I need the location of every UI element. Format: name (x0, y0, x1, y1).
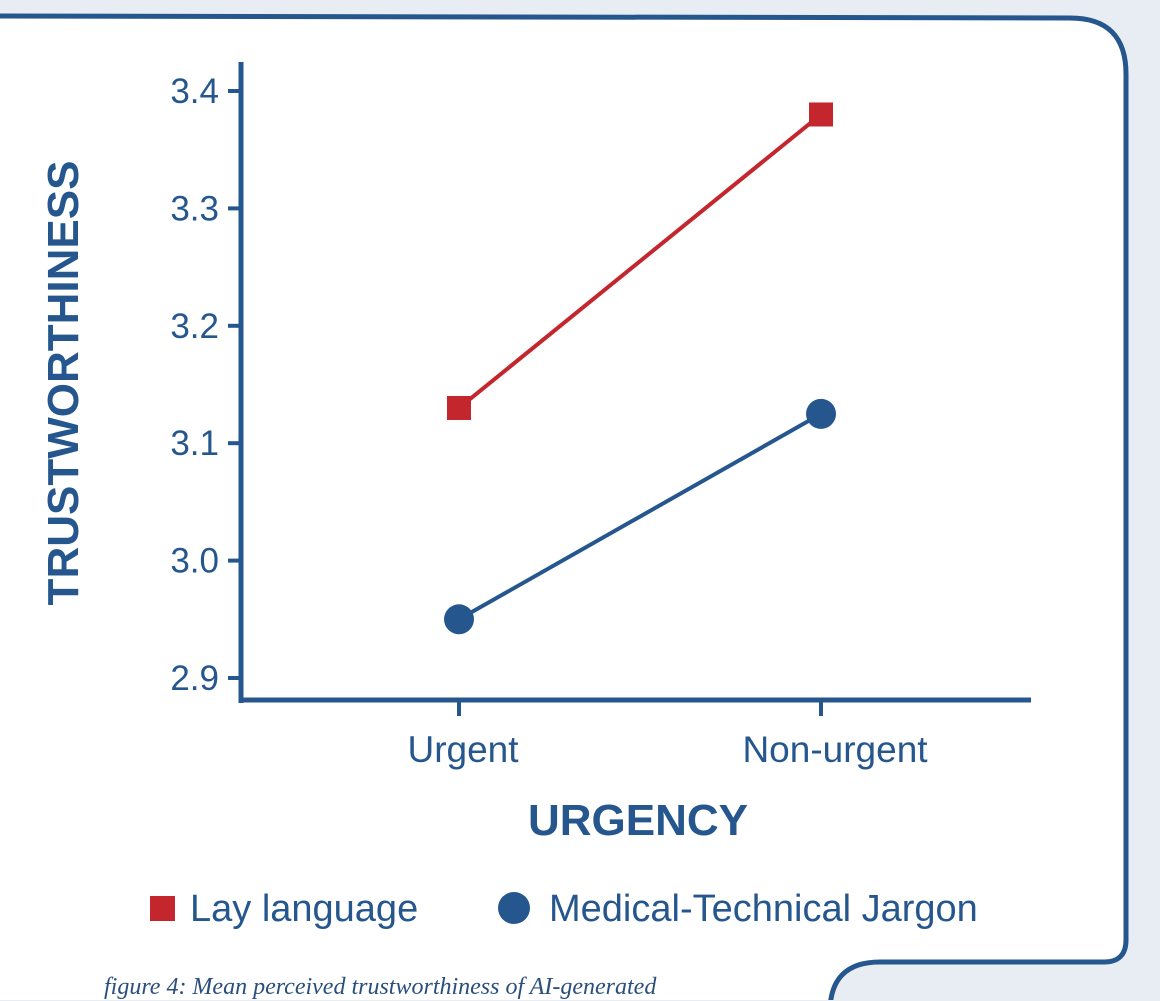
data-point-lay-language (809, 102, 833, 127)
y-tick-label: 3.4 (170, 72, 219, 111)
x-tick-label: Urgent (407, 729, 519, 770)
y-tick-label: 3.2 (170, 307, 219, 346)
figure-caption: figure 4: Mean perceived trustworthiness… (104, 974, 657, 1000)
legend-marker-lay-language (150, 896, 175, 921)
y-tick-label: 3.0 (170, 542, 219, 581)
card-background (0, 18, 1126, 1000)
x-tick-label: Non-urgent (742, 729, 928, 770)
legend-label-lay-language: Lay language (190, 888, 418, 930)
y-tick-label: 3.1 (170, 424, 219, 463)
legend-label-jargon: Medical-Technical Jargon (549, 888, 978, 930)
legend-marker-jargon (498, 892, 530, 924)
y-tick-label: 2.9 (170, 659, 219, 698)
data-point-medical-technical-jargon (806, 398, 836, 429)
x-ticks: Urgent Non-urgent (407, 700, 928, 770)
series-line-lay-language (457, 112, 823, 410)
card-frame (0, 13, 1129, 1000)
y-tick-label: 3.3 (170, 189, 219, 228)
series-line-medical-technical-jargon (458, 412, 822, 622)
legend: Lay language Medical-Technical Jargon (150, 888, 978, 930)
x-axis-title: URGENCY (528, 796, 748, 845)
series-layer (444, 102, 836, 635)
data-point-lay-language (447, 395, 471, 420)
y-axis-title: TRUSTWORTHINESS (39, 161, 88, 606)
data-point-medical-technical-jargon (444, 604, 474, 635)
y-ticks: 2.9 3.0 3.1 3.2 3.3 3.4 (170, 72, 241, 698)
